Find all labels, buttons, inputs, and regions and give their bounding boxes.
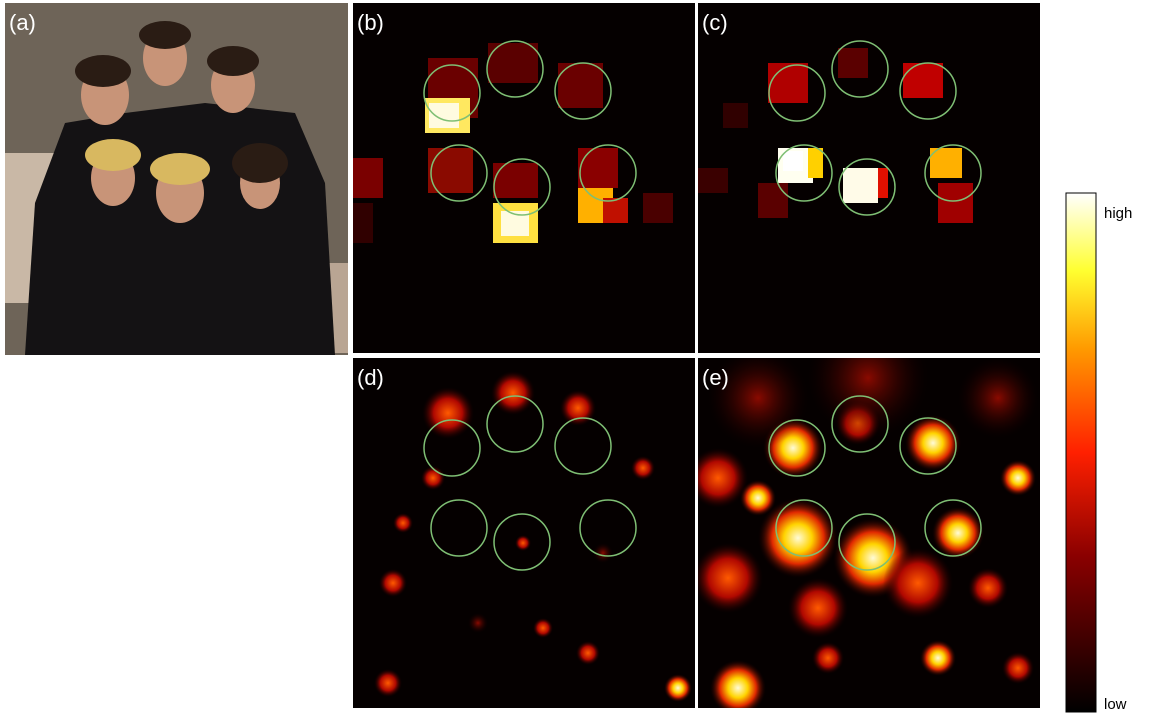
heat-blob bbox=[393, 513, 413, 533]
heatmap bbox=[698, 3, 1040, 353]
heat-blob bbox=[958, 358, 1038, 438]
heat-cell bbox=[768, 63, 808, 103]
heat-blob bbox=[812, 642, 844, 674]
heat-blob bbox=[631, 456, 655, 480]
heat-blob bbox=[533, 618, 553, 638]
heat-blob bbox=[468, 613, 488, 633]
heat-blob bbox=[491, 371, 535, 415]
heat-cell bbox=[353, 158, 383, 198]
heat-blob bbox=[932, 507, 984, 559]
heat-blob bbox=[1000, 460, 1036, 496]
heatmap-panel: (b) bbox=[353, 3, 695, 353]
heat-blob bbox=[883, 548, 953, 618]
heat-cell bbox=[903, 63, 943, 98]
heat-blob bbox=[560, 390, 596, 426]
heat-cell bbox=[698, 168, 728, 193]
heat-blob bbox=[968, 568, 1008, 608]
heat-cell bbox=[353, 203, 373, 243]
heat-blob bbox=[379, 569, 407, 597]
heat-blob bbox=[710, 660, 766, 715]
heat-cell bbox=[643, 193, 673, 223]
heatmap bbox=[353, 3, 695, 353]
heat-cell bbox=[878, 168, 888, 198]
heat-cell bbox=[843, 168, 878, 203]
colorbar bbox=[1066, 193, 1096, 712]
panel-label: (b) bbox=[357, 10, 384, 35]
heat-cell bbox=[429, 103, 459, 128]
heat-blob bbox=[905, 415, 961, 471]
heat-blob bbox=[688, 448, 748, 508]
heatmap-panel: (e) bbox=[688, 318, 1040, 715]
colorbar-low-label: low bbox=[1104, 696, 1127, 713]
heat-blob bbox=[788, 578, 848, 638]
heatmap bbox=[353, 358, 695, 708]
heatmap-panel: (d) bbox=[353, 358, 695, 708]
heat-blob bbox=[421, 466, 445, 490]
figure: (a) (b) (c) (d) (e) high low bbox=[0, 0, 1150, 715]
panel-label: (a) bbox=[9, 10, 36, 35]
people-bodies bbox=[25, 103, 335, 355]
panel-label: (d) bbox=[357, 365, 384, 390]
panel-label: (e) bbox=[702, 365, 729, 390]
heat-blob bbox=[664, 674, 692, 702]
heat-cell bbox=[808, 148, 823, 178]
heat-blob bbox=[708, 348, 808, 448]
heat-cell bbox=[938, 183, 973, 223]
panel-label: (c) bbox=[702, 10, 728, 35]
heat-cell bbox=[783, 151, 803, 171]
heat-blob bbox=[515, 535, 531, 551]
page: (a) (b) (c) (d) (e) high low (() => { co… bbox=[0, 0, 1150, 715]
photo-panel: (a) bbox=[5, 3, 348, 355]
heat-blob bbox=[693, 543, 763, 613]
heat-blob bbox=[576, 641, 600, 665]
heat-cell bbox=[603, 198, 628, 223]
heatmap bbox=[688, 318, 1040, 715]
heatmap-panel: (c) bbox=[698, 3, 1040, 353]
heat-cell bbox=[758, 183, 788, 218]
heat-cell bbox=[723, 103, 748, 128]
heat-blob bbox=[374, 669, 402, 697]
heat-blob bbox=[920, 640, 956, 676]
colorbar-high-label: high bbox=[1104, 205, 1132, 222]
heat-cell bbox=[493, 163, 538, 198]
heat-cell bbox=[838, 48, 868, 78]
heat-blob bbox=[1002, 652, 1034, 684]
heat-cell bbox=[578, 148, 618, 188]
